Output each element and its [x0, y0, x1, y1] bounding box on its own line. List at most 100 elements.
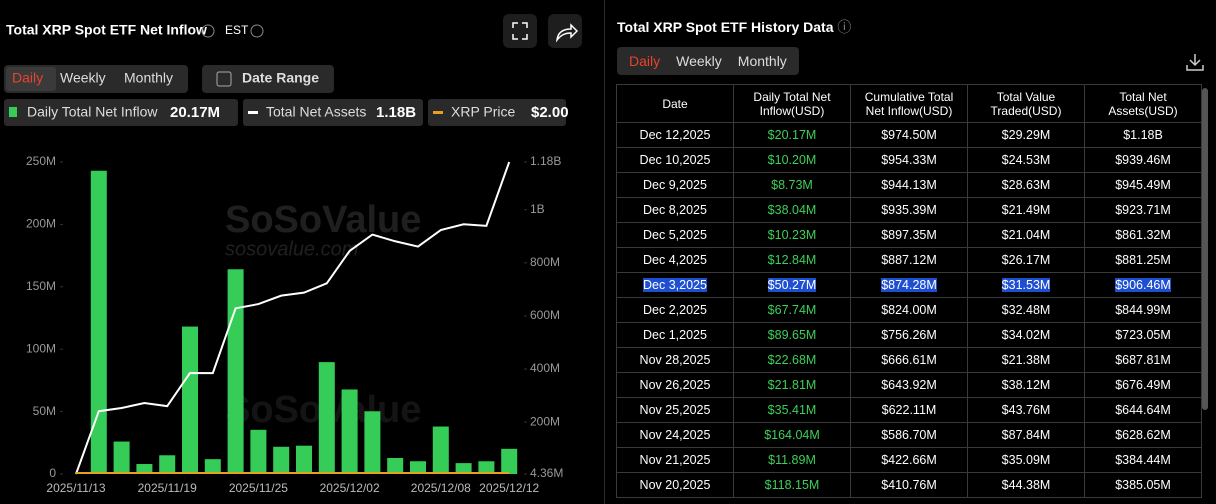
cell-text: $38.04M — [767, 203, 817, 217]
cell-text: $384.44M — [1115, 453, 1171, 467]
table-row[interactable]: Dec 8,2025 $38.04M $935.39M $21.49M $923.71M — [616, 197, 1202, 223]
table-cell: $29.29M — [967, 122, 1085, 148]
share-icon — [555, 23, 579, 43]
cell-text: $44.38M — [1001, 478, 1051, 492]
table-cell: $687.81M — [1084, 347, 1202, 373]
info-icon[interactable] — [201, 24, 215, 38]
cell-text: $923.71M — [1115, 203, 1171, 217]
table-cell: Dec 8,2025 — [616, 197, 734, 223]
table-row[interactable]: Nov 28,2025 $22.68M $666.61M $21.38M $687.81… — [616, 347, 1202, 373]
tab[interactable]: Daily — [629, 53, 661, 69]
cell-text: $974.50M — [881, 128, 937, 142]
cell-text: $8.73M — [771, 178, 813, 192]
table-cell: $881.25M — [1084, 247, 1202, 273]
table-row[interactable]: Dec 12,2025 $20.17M $974.50M $29.29M $1.18B — [616, 122, 1202, 148]
y2-tick-label: 800M — [530, 255, 560, 269]
table-cell: $676.49M — [1084, 372, 1202, 398]
table-cell: $20.17M — [733, 122, 851, 148]
cell-text: $944.13M — [881, 178, 937, 192]
cell-text: Dec 2,2025 — [643, 303, 707, 317]
table-cell: $628.62M — [1084, 422, 1202, 448]
cell-text: $824.00M — [881, 303, 937, 317]
table-row[interactable]: Dec 10,2025 $10.20M $954.33M $24.53M $939.46… — [616, 147, 1202, 173]
cell-text: $32.48M — [1001, 303, 1051, 317]
title-text: Total XRP Spot ETF History Data — [617, 19, 834, 35]
tab[interactable]: Monthly — [737, 53, 787, 69]
cell-text: $723.05M — [1115, 328, 1171, 342]
table-cell: $974.50M — [850, 122, 968, 148]
cell-text: $38.12M — [1001, 378, 1051, 392]
table-row[interactable]: Nov 24,2025 $164.04M $586.70M $87.84M $628.6… — [616, 422, 1202, 448]
cell-text: Dec 10,2025 — [639, 153, 711, 167]
table-cell: $666.61M — [850, 347, 968, 373]
table-row[interactable]: Dec 5,2025 $10.23M $897.35M $21.04M $861.32M — [616, 222, 1202, 248]
tab[interactable]: Weekly — [676, 53, 722, 69]
table-cell: $21.04M — [967, 222, 1085, 248]
timezone[interactable]: EST — [225, 23, 249, 37]
date-range-label: Date Range — [242, 70, 319, 86]
table-cell: $10.23M — [733, 222, 851, 248]
bar — [432, 426, 449, 474]
bar — [273, 446, 290, 474]
table-cell: $35.41M — [733, 397, 851, 423]
table-cell: $644.64M — [1084, 397, 1202, 423]
legend-chip — [243, 99, 423, 126]
table-row[interactable]: Dec 3,2025 $50.27M $874.28M $31.53M $906.46M — [616, 272, 1202, 298]
net-assets-line — [75, 161, 511, 475]
cell-text: Nov 26,2025 — [639, 378, 711, 392]
y2-tick-label: 4.36M — [530, 466, 563, 480]
table-row[interactable]: Nov 21,2025 $11.89M $422.66M $35.09M $384.44… — [616, 447, 1202, 473]
bar — [410, 461, 426, 474]
table-row[interactable]: Nov 25,2025 $35.41M $622.11M $43.76M $644.64… — [616, 397, 1202, 423]
table-cell: Nov 20,2025 — [616, 472, 734, 498]
cell-text: $31.53M — [1001, 278, 1051, 292]
table-row[interactable]: Dec 9,2025 $8.73M $944.13M $28.63M $945.49M — [616, 172, 1202, 198]
tab[interactable]: Daily — [12, 70, 43, 86]
cell-text: Dec 12,2025 — [639, 128, 711, 142]
info-icon[interactable]: ⓘ — [837, 19, 852, 35]
bar — [90, 170, 107, 474]
cell-text: $385.05M — [1115, 478, 1171, 492]
tabs: Daily Weekly Monthly — [12, 70, 173, 86]
bar — [296, 445, 312, 474]
cell-text: $422.66M — [881, 453, 937, 467]
download-icon[interactable] — [1185, 52, 1205, 72]
table-row[interactable]: Dec 2,2025 $67.74M $824.00M $32.48M $844.99M — [616, 297, 1202, 323]
cell-text: Nov 24,2025 — [639, 428, 711, 442]
calendar-icon — [216, 71, 232, 87]
cell-text: $87.84M — [1001, 428, 1051, 442]
bar — [204, 459, 221, 474]
table-cell: $906.46M — [1084, 272, 1202, 298]
table-row[interactable]: Nov 26,2025 $21.81M $643.92M $38.12M $676.49… — [616, 372, 1202, 398]
table-row[interactable]: Nov 20,2025 $118.15M $410.76M $44.38M $385.0… — [616, 472, 1202, 498]
table-cell: $887.12M — [850, 247, 968, 273]
scrollbar[interactable] — [1202, 88, 1208, 410]
table-row[interactable]: Dec 4,2025 $12.84M $887.12M $26.17M $881.25M — [616, 247, 1202, 273]
cell-text: $20.17M — [767, 128, 817, 142]
bar — [341, 389, 358, 474]
cell-text: $21.49M — [1001, 203, 1051, 217]
watermark: sosovalue.com — [225, 238, 358, 260]
table-cell: $643.92M — [850, 372, 968, 398]
cell-text: $12.84M — [767, 253, 817, 267]
cell-text: $628.62M — [1115, 428, 1171, 442]
table-row[interactable]: Dec 1,2025 $89.65M $756.26M $34.02M $723.05M — [616, 322, 1202, 348]
date-range-button[interactable] — [202, 65, 334, 93]
fullscreen-button[interactable] — [503, 14, 537, 48]
cell-text: $887.12M — [881, 253, 937, 267]
y-tick-label: 100M — [26, 341, 56, 355]
bar — [364, 411, 381, 474]
tab[interactable]: Monthly — [124, 70, 173, 86]
legend-swatch — [248, 111, 258, 114]
table-cell: $24.53M — [967, 147, 1085, 173]
x-tick-label: 2025/12/02 — [320, 481, 380, 495]
bar — [182, 326, 198, 474]
table-cell: Dec 1,2025 — [616, 322, 734, 348]
table-cell: Nov 24,2025 — [616, 422, 734, 448]
tab[interactable]: Weekly — [60, 70, 106, 86]
table-cell: $21.38M — [967, 347, 1085, 373]
legend-chip — [4, 99, 238, 126]
table-cell: $410.76M — [850, 472, 968, 498]
cell-text: $410.76M — [881, 478, 937, 492]
